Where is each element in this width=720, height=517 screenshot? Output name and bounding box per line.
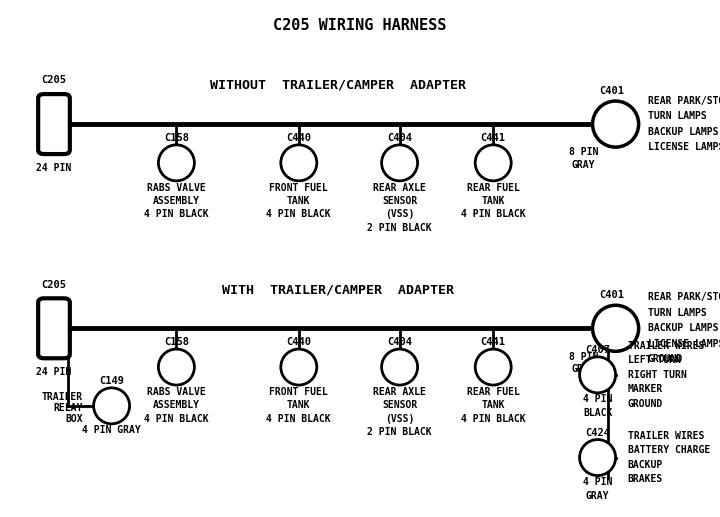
Text: 4 PIN: 4 PIN — [583, 477, 612, 487]
Text: TANK: TANK — [482, 400, 505, 410]
Text: BACKUP: BACKUP — [628, 460, 663, 470]
Text: 4 PIN BLACK: 4 PIN BLACK — [266, 414, 331, 423]
Text: BACKUP LAMPS: BACKUP LAMPS — [648, 323, 719, 333]
Ellipse shape — [382, 349, 418, 385]
FancyBboxPatch shape — [38, 94, 70, 154]
Text: C424: C424 — [585, 428, 610, 438]
Text: BRAKES: BRAKES — [628, 474, 663, 484]
Text: GRAY: GRAY — [572, 160, 595, 170]
Text: FRONT FUEL: FRONT FUEL — [269, 183, 328, 192]
Text: C401: C401 — [600, 290, 624, 300]
Text: 4 PIN BLACK: 4 PIN BLACK — [144, 414, 209, 423]
Text: TURN LAMPS: TURN LAMPS — [648, 308, 707, 318]
Text: FRONT FUEL: FRONT FUEL — [269, 387, 328, 397]
Ellipse shape — [281, 349, 317, 385]
Text: TRAILER WIRES: TRAILER WIRES — [628, 341, 704, 351]
Text: MARKER: MARKER — [628, 384, 663, 394]
Text: C441: C441 — [481, 133, 505, 143]
Ellipse shape — [475, 145, 511, 181]
Text: 2 PIN BLACK: 2 PIN BLACK — [367, 427, 432, 437]
Text: C205 WIRING HARNESS: C205 WIRING HARNESS — [274, 18, 446, 34]
Text: TURN LAMPS: TURN LAMPS — [648, 111, 707, 121]
Text: C404: C404 — [387, 133, 412, 143]
Text: 24 PIN: 24 PIN — [37, 163, 71, 173]
Text: LEFT TURN: LEFT TURN — [628, 355, 680, 366]
Text: TANK: TANK — [287, 196, 310, 206]
Ellipse shape — [580, 439, 616, 476]
Text: REAR FUEL: REAR FUEL — [467, 387, 520, 397]
Text: 4 PIN GRAY: 4 PIN GRAY — [82, 425, 141, 435]
Text: REAR PARK/STOP: REAR PARK/STOP — [648, 96, 720, 106]
FancyBboxPatch shape — [38, 298, 70, 358]
Ellipse shape — [593, 305, 639, 352]
Text: C205: C205 — [42, 75, 66, 85]
Text: LICENSE LAMPS: LICENSE LAMPS — [648, 339, 720, 349]
Text: C440: C440 — [287, 133, 311, 143]
Text: C205: C205 — [42, 280, 66, 290]
Text: 4 PIN BLACK: 4 PIN BLACK — [461, 209, 526, 219]
Text: TANK: TANK — [287, 400, 310, 410]
Text: RABS VALVE: RABS VALVE — [147, 387, 206, 397]
Text: RIGHT TURN: RIGHT TURN — [628, 370, 687, 380]
Text: 4 PIN: 4 PIN — [583, 394, 612, 404]
Ellipse shape — [475, 349, 511, 385]
Text: C158: C158 — [164, 133, 189, 143]
Text: TRAILER: TRAILER — [42, 391, 83, 402]
Ellipse shape — [382, 145, 418, 181]
Text: 4 PIN BLACK: 4 PIN BLACK — [144, 209, 209, 219]
Text: 2 PIN BLACK: 2 PIN BLACK — [367, 223, 432, 233]
Text: RABS VALVE: RABS VALVE — [147, 183, 206, 192]
Text: RELAY: RELAY — [53, 403, 83, 413]
Text: 4 PIN BLACK: 4 PIN BLACK — [461, 414, 526, 423]
Text: LICENSE LAMPS: LICENSE LAMPS — [648, 142, 720, 153]
Text: SENSOR: SENSOR — [382, 400, 417, 410]
Text: REAR FUEL: REAR FUEL — [467, 183, 520, 192]
Text: ASSEMBLY: ASSEMBLY — [153, 400, 200, 410]
Text: BATTERY CHARGE: BATTERY CHARGE — [628, 445, 710, 455]
Text: REAR AXLE: REAR AXLE — [373, 183, 426, 192]
Text: BOX: BOX — [66, 414, 83, 424]
Text: (VSS): (VSS) — [385, 414, 414, 423]
Text: C440: C440 — [287, 338, 311, 347]
Text: 24 PIN: 24 PIN — [37, 367, 71, 377]
Text: C404: C404 — [387, 338, 412, 347]
Text: C441: C441 — [481, 338, 505, 347]
Text: SENSOR: SENSOR — [382, 196, 417, 206]
Text: GROUND: GROUND — [628, 399, 663, 409]
Text: 8 PIN: 8 PIN — [569, 147, 598, 157]
Ellipse shape — [94, 388, 130, 424]
Text: GROUND: GROUND — [648, 354, 683, 364]
Text: 8 PIN: 8 PIN — [569, 352, 598, 361]
Text: REAR AXLE: REAR AXLE — [373, 387, 426, 397]
Text: TRAILER WIRES: TRAILER WIRES — [628, 431, 704, 441]
Ellipse shape — [593, 101, 639, 147]
Text: ASSEMBLY: ASSEMBLY — [153, 196, 200, 206]
Text: BACKUP LAMPS: BACKUP LAMPS — [648, 127, 719, 137]
Text: WITHOUT  TRAILER/CAMPER  ADAPTER: WITHOUT TRAILER/CAMPER ADAPTER — [210, 79, 467, 92]
Text: (VSS): (VSS) — [385, 209, 414, 219]
Text: GRAY: GRAY — [586, 491, 609, 500]
Ellipse shape — [580, 357, 616, 393]
Text: C407: C407 — [585, 345, 610, 355]
Text: C401: C401 — [600, 86, 624, 96]
Text: WITH  TRAILER/CAMPER  ADAPTER: WITH TRAILER/CAMPER ADAPTER — [222, 283, 454, 296]
Text: C158: C158 — [164, 338, 189, 347]
Text: 4 PIN BLACK: 4 PIN BLACK — [266, 209, 331, 219]
Text: GRAY: GRAY — [572, 364, 595, 374]
Ellipse shape — [158, 145, 194, 181]
Text: REAR PARK/STOP: REAR PARK/STOP — [648, 292, 720, 302]
Ellipse shape — [158, 349, 194, 385]
Text: TANK: TANK — [482, 196, 505, 206]
Ellipse shape — [281, 145, 317, 181]
Text: BLACK: BLACK — [583, 408, 612, 418]
Text: C149: C149 — [99, 376, 124, 386]
